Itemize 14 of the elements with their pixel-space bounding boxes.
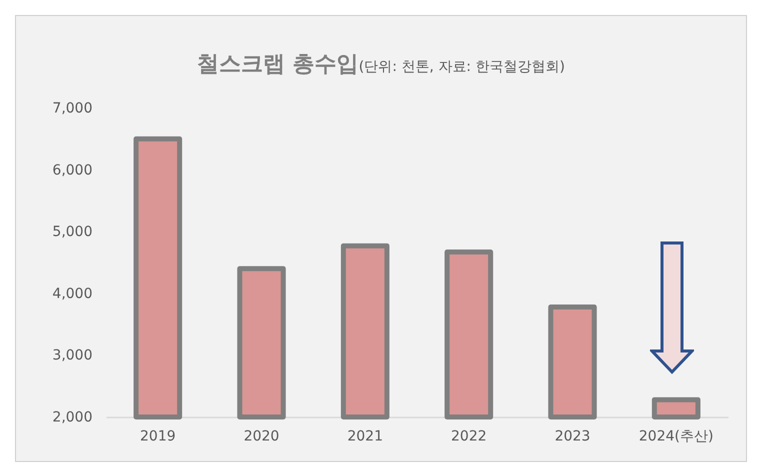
y-tick-label: 6,000 xyxy=(52,162,92,178)
y-tick-label: 3,000 xyxy=(52,348,92,364)
x-tick-label: 2022 xyxy=(451,428,487,444)
y-tick-label: 4,000 xyxy=(52,286,92,302)
x-tick-label: 2023 xyxy=(554,428,590,444)
x-tick-label: 2024(추산) xyxy=(638,428,714,444)
x-tick-label: 2021 xyxy=(347,428,383,444)
chart-subtitle: (단위: 천톤, 자료: 한국철강협회) xyxy=(358,59,565,75)
y-tick-label: 2,000 xyxy=(52,410,92,426)
chart-title: 철스크랩 총수입 xyxy=(197,52,359,77)
x-tick-label: 2020 xyxy=(244,428,280,444)
x-tick-label: 2019 xyxy=(140,428,176,444)
y-tick-label: 7,000 xyxy=(52,100,92,116)
y-tick-label: 5,000 xyxy=(52,224,92,240)
